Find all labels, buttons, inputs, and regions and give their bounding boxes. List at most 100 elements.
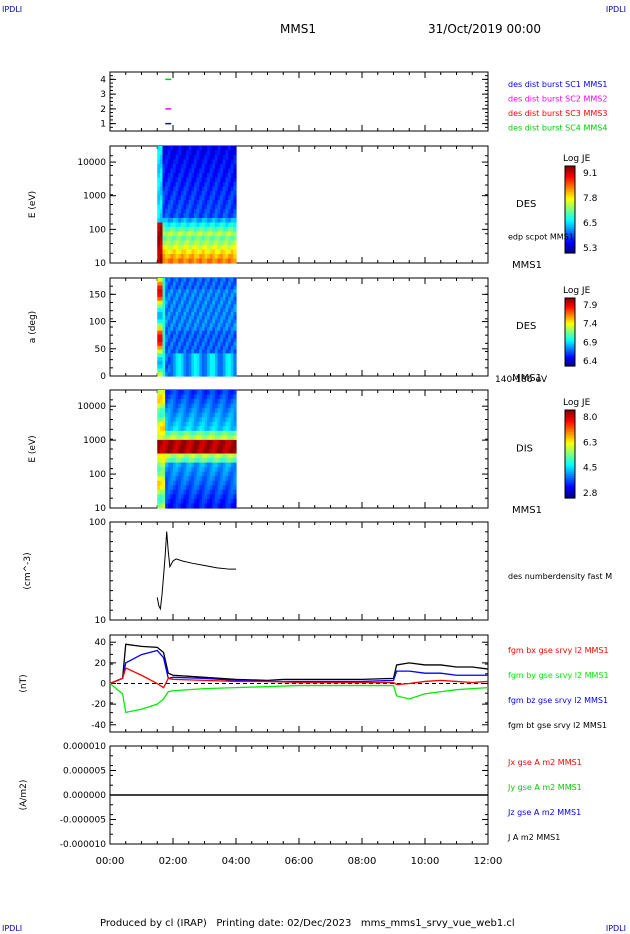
spectrogram-cell [207,417,211,423]
spectrogram-cell [209,439,213,446]
spectrogram-cell [209,240,213,246]
colorbar-segment [565,347,575,350]
spectrogram-cell [162,412,166,418]
spectrogram-cell [157,494,161,500]
spectrogram-cell [225,399,229,405]
spectrogram-cell [170,364,174,370]
spectrogram-cell [157,498,161,505]
spectrogram-cell [165,227,169,233]
spectrogram-cell [225,449,229,455]
spectrogram-cell [186,372,190,377]
spectrogram-cell [228,146,232,152]
spectrogram-cell [186,164,190,170]
spectrogram-cell [230,444,234,450]
spectrogram-cell [233,345,237,351]
spectrogram-cell [180,357,185,362]
colorbar-segment [565,362,575,365]
spectrogram-cell [170,390,174,396]
spectrogram-cell [178,281,182,287]
spectrogram-cell [228,300,232,305]
spectrogram-cell [230,296,234,302]
spectrogram-cell [178,308,182,313]
spectrogram-cell [201,227,206,233]
spectrogram-cell [183,164,187,170]
spectrogram-cell [233,311,237,317]
spectrogram-cell [212,186,216,192]
spectrogram-cell [201,421,206,427]
spectrogram-cell [157,245,161,251]
spectrogram-cell [222,186,227,192]
spectrogram-cell [230,458,234,464]
spectrogram-cell [212,426,216,432]
spectrogram-cell [170,368,174,373]
spectrogram-cell [178,453,182,459]
spectrogram-cell [204,249,208,255]
spectrogram-cell [196,155,200,161]
spectrogram-cell [194,168,198,174]
spectrogram-cell [165,357,169,362]
spectrogram-cell [217,417,221,423]
spectrogram-cell [183,430,187,436]
spectrogram-cell [165,323,169,328]
spectrogram-cell [230,195,234,201]
spectrogram-cell [159,467,164,473]
spectrogram-cell [204,476,208,482]
spectrogram-cell [215,417,219,423]
spectrogram-cell [162,296,166,302]
spectrogram-cell [209,182,213,188]
spectrogram-cell [207,444,211,450]
spectrogram-cell [196,311,200,317]
spectrogram-cell [191,435,195,441]
spectrogram-cell [157,458,161,464]
spectrogram-cell [215,327,219,332]
spectrogram-cell [228,296,232,302]
spectrogram-cell [175,150,179,156]
spectrogram-cell [217,204,221,210]
spectrogram-cell [207,480,211,486]
spectrogram-cell [207,403,211,409]
spectrogram-cell [225,258,229,264]
spectrogram-cell [165,421,169,427]
y-tick-label: 1000 [83,192,106,202]
spectrogram-cell [215,300,219,305]
spectrogram-cell [180,480,185,486]
spectrogram-cell [194,177,198,183]
spectrogram-cell [228,349,232,354]
spectrogram-cell [159,345,164,351]
spectrogram-cell [188,168,192,174]
spectrogram-cell [212,281,216,287]
spectrogram-cell [233,323,237,328]
spectrogram-cell [217,164,221,170]
colorbar-segment [565,321,575,325]
spectrogram-cell [188,489,192,495]
spectrogram-cell [222,182,227,188]
spectrogram-cell [173,330,177,336]
spectrogram-cell [167,173,171,179]
spectrogram-cell [194,476,198,482]
mms-label: MMS1 [512,505,542,516]
spectrogram-cell [207,430,211,436]
spectrogram-cell [201,408,206,414]
spectrogram-cell [167,300,171,305]
spectrogram-cell [178,390,182,396]
spectrogram-cell [183,338,187,343]
spectrogram-cell [230,227,234,233]
spectrogram-cell [167,368,171,373]
spectrogram-cell [173,334,177,339]
spectrogram-cell [175,498,179,505]
spectrogram-cell [196,308,200,313]
spectrogram-cell [207,439,211,446]
spectrogram-cell [162,168,166,174]
spectrogram-cell [201,403,206,409]
spectrogram-cell [209,213,213,219]
spectrogram-cell [199,150,203,156]
spectrogram-cell [217,146,221,152]
y-tick-label: 40 [95,638,107,648]
spectrogram-cell [228,476,232,482]
spectrogram-cell [220,449,224,455]
spectrogram-cell [178,146,182,152]
spectrogram-cell [191,249,195,255]
spectrogram-cell [188,218,192,224]
spectrogram-cell [165,408,169,414]
spectrogram-cell [180,349,185,354]
